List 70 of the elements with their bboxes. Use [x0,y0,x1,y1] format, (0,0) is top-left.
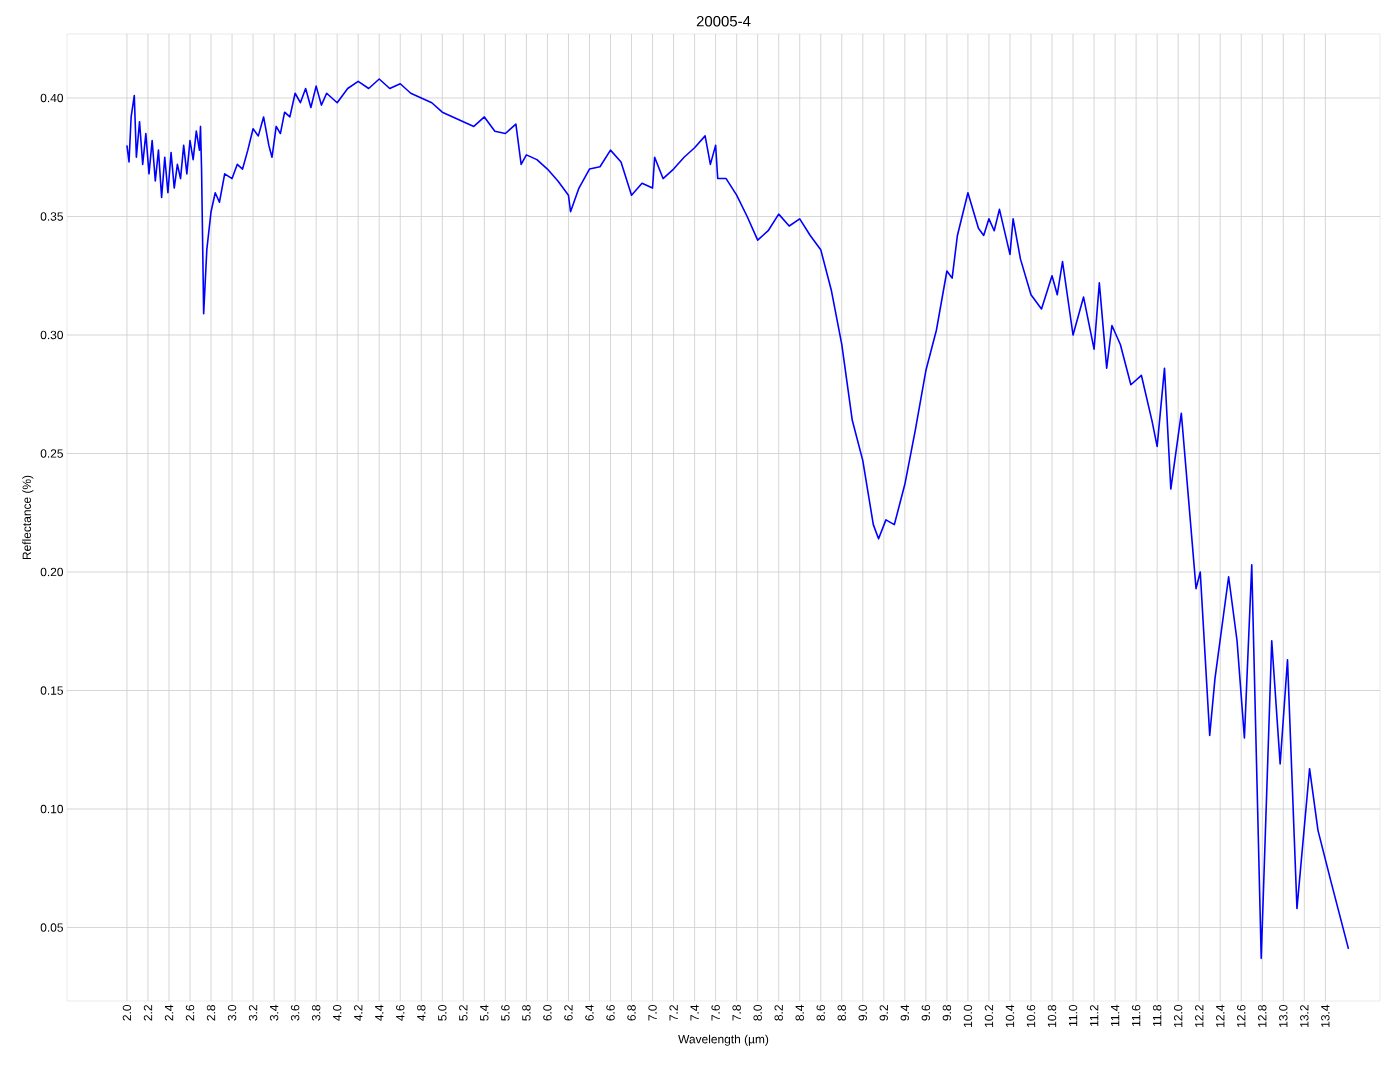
x-tick-label: 10.0 [963,1004,973,1027]
x-tick-label: 8.0 [753,1004,762,1021]
x-tick-label: 6.4 [585,1004,594,1021]
x-tick-label: 3.8 [311,1005,321,1021]
x-tick-label: 3.6 [290,1005,300,1021]
x-tick-label: 3.4 [269,1004,279,1021]
x-tick-label: 12.2 [1195,1005,1204,1027]
x-tick-label: 12.0 [1173,1004,1183,1027]
x-tick-label: 9.8 [942,1005,952,1021]
x-tick-label: 10.2 [984,1005,994,1027]
x-tick-label: 6.6 [606,1005,615,1021]
x-tick-label: 5.8 [522,1005,531,1021]
y-tick-label: 0.30 [40,330,64,340]
y-tick-label: 0.20 [40,567,64,577]
x-tick-label: 9.4 [900,1004,910,1021]
x-tick-label: 2.6 [185,1005,195,1021]
x-tick-label: 8.6 [816,1005,825,1021]
y-tick-label: 0.40 [40,93,64,103]
y-axis-title: Reflectance (%) [22,475,34,560]
x-tick-label: 6.2 [564,1005,573,1021]
x-tick-label: 3.0 [227,1004,237,1021]
x-tick-label: 13.2 [1300,1005,1309,1027]
x-tick-label: 9.2 [879,1005,889,1021]
x-tick-label: 9.6 [921,1005,931,1021]
x-tick-label: 8.2 [774,1005,783,1021]
x-tick-label: 11.4 [1110,1004,1120,1026]
x-tick-label: 7.6 [711,1005,720,1021]
line-series [126,78,1350,960]
x-tick-label: 4.6 [396,1005,405,1021]
x-tick-label: 6.8 [627,1005,636,1021]
x-tick-label: 11.6 [1131,1005,1141,1026]
x-tick-label: 5.0 [438,1004,447,1021]
y-tick-label: 0.15 [40,686,63,695]
x-tick-label: 11.0 [1068,1004,1078,1026]
x-tick-label: 10.6 [1026,1005,1036,1027]
x-tick-label: 9.0 [858,1004,868,1021]
x-tick-label: 12.8 [1258,1005,1267,1027]
x-tick-label: 11.2 [1089,1005,1099,1026]
chart-title: 20005-4 [696,15,751,27]
y-tick-label: 0.10 [40,804,64,814]
x-tick-label: 2.0 [122,1004,132,1021]
x-tick-label: 4.4 [375,1004,384,1021]
x-tick-label: 4.8 [417,1005,426,1021]
y-tick-label: 0.35 [40,212,63,221]
x-tick-label: 12.6 [1237,1005,1246,1027]
x-tick-label: 2.4 [164,1004,174,1021]
x-tick-label: 7.2 [669,1005,678,1021]
x-tick-label: 5.4 [480,1004,489,1021]
x-tick-label: 4.2 [354,1005,363,1021]
x-axis-title: Wavelength (µm) [678,1034,769,1046]
x-tick-label: 10.8 [1047,1005,1057,1027]
y-tick-label: 0.25 [40,449,63,458]
x-tick-label: 10.4 [1005,1004,1015,1027]
x-tick-label: 2.2 [143,1005,153,1021]
x-tick-label: 13.0 [1279,1004,1288,1027]
x-tick-label: 5.2 [459,1005,468,1021]
x-tick-label: 8.4 [795,1004,804,1021]
x-tick-label: 3.2 [248,1005,258,1021]
x-tick-label: 12.4 [1216,1004,1225,1027]
x-tick-label: 5.6 [501,1005,510,1021]
x-tick-label: 2.8 [206,1005,216,1021]
x-tick-label: 6.0 [543,1004,552,1021]
x-tick-label: 11.8 [1152,1005,1162,1026]
x-tick-label: 7.0 [648,1004,657,1021]
x-tick-label: 7.4 [690,1004,699,1021]
x-tick-label: 4.0 [332,1004,342,1021]
x-tick-label: 7.8 [732,1005,741,1021]
x-tick-label: 13.4 [1321,1004,1330,1027]
y-tick-label: 0.05 [40,923,63,932]
x-tick-label: 8.8 [837,1005,846,1021]
